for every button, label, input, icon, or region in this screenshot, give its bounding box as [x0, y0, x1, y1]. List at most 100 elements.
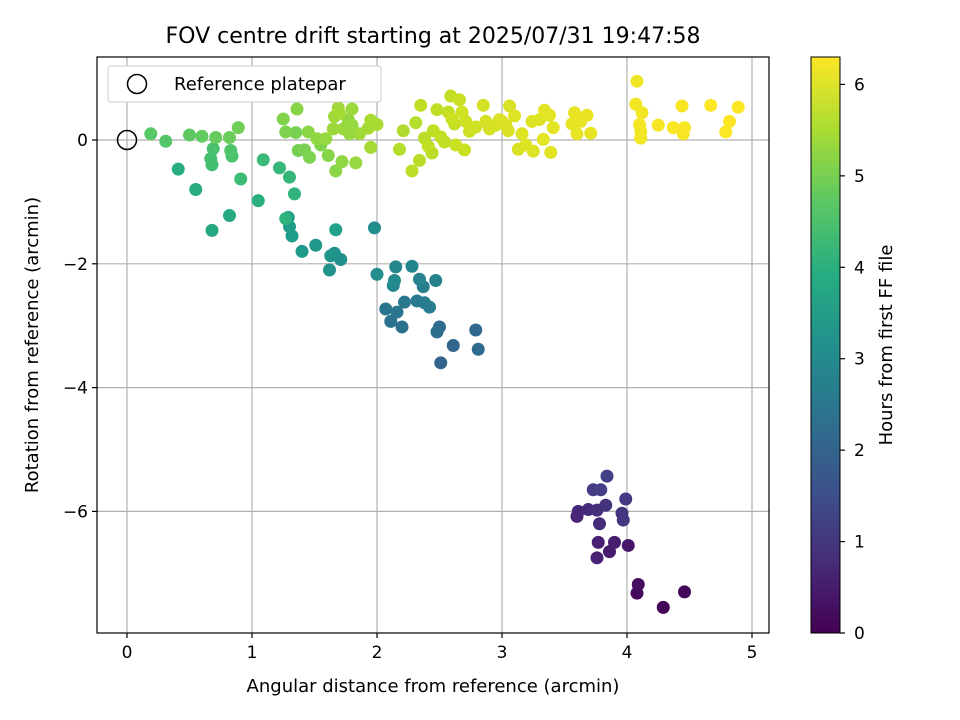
scatter-point	[508, 109, 521, 123]
x-axis-ticks: 0 1 2 3 4 5	[122, 633, 757, 663]
colorbar-tick-label: 1	[854, 533, 865, 553]
scatter-point	[295, 244, 309, 258]
scatter-point	[544, 145, 558, 159]
colorbar-label: Hours from first FF file	[876, 245, 897, 446]
scatter-point	[345, 102, 359, 116]
scatter-point	[423, 300, 436, 314]
scatter-point	[159, 134, 173, 148]
scatter-point	[621, 538, 635, 552]
colorbar	[810, 56, 841, 634]
scatter-point	[379, 302, 393, 316]
legend-marker-icon	[126, 73, 148, 95]
scatter-point	[445, 112, 459, 126]
scatter-point	[619, 492, 633, 506]
chart-title: FOV centre drift starting at 2025/07/31 …	[166, 24, 701, 49]
scatter-point	[651, 118, 665, 132]
y-tick-label: −2	[63, 255, 88, 275]
scatter-point	[704, 98, 718, 112]
scatter-point	[336, 122, 350, 136]
scatter-point	[616, 513, 630, 527]
scatter-point	[446, 339, 460, 353]
scatter-point	[223, 131, 236, 145]
scatter-point	[195, 129, 209, 143]
scatter-point	[676, 127, 690, 141]
scatter-point	[389, 260, 403, 274]
scatter-point	[476, 98, 490, 112]
scatter-point	[390, 305, 404, 319]
x-tick-label: 1	[247, 643, 258, 663]
scatter-point	[469, 120, 483, 134]
scatter-point	[251, 194, 265, 208]
scatter-point	[395, 320, 409, 334]
scatter-point	[434, 356, 448, 370]
scatter-point	[388, 274, 401, 288]
scatter-point	[656, 600, 670, 614]
scatter-point	[678, 585, 691, 599]
scatter-point	[634, 131, 648, 145]
scatter-point	[279, 125, 293, 139]
scatter-point	[398, 295, 411, 309]
colorbar-tick-label: 6	[854, 75, 865, 95]
scatter-point	[515, 127, 529, 141]
scatter-point	[429, 274, 443, 288]
colorbar-tick-label: 5	[854, 167, 865, 187]
scatter-point	[324, 249, 338, 263]
scatter-point	[594, 483, 608, 497]
scatter-point	[144, 127, 158, 141]
colorbar-ticks: 0 1 2 3 4 5 6	[840, 75, 865, 644]
scatter-point	[584, 126, 598, 140]
scatter-point	[335, 155, 349, 169]
scatter-point	[546, 121, 560, 135]
scatter-point	[301, 125, 315, 139]
scatter-point	[723, 114, 736, 128]
scatter-point	[279, 212, 293, 226]
scatter-point	[224, 144, 238, 158]
scatter-point	[231, 121, 245, 135]
scatter-point	[459, 114, 473, 128]
colorbar-tick-label: 2	[854, 441, 865, 461]
grid-lines	[97, 57, 769, 633]
scatter-point	[206, 142, 220, 156]
scatter-point	[393, 142, 406, 156]
scatter-point	[409, 116, 423, 130]
scatter-point	[204, 152, 218, 166]
scatter-point	[413, 153, 426, 167]
scatter-point	[580, 108, 594, 122]
scatter-point	[370, 267, 384, 281]
colorbar-tick-label: 0	[854, 624, 865, 644]
scatter-point	[309, 238, 323, 252]
scatter-point	[591, 535, 605, 549]
legend: Reference platepar	[107, 65, 382, 103]
scatter-point	[384, 314, 398, 328]
plot-frame	[96, 56, 770, 634]
scatter-point	[600, 469, 614, 483]
colorbar-tick-label: 4	[854, 258, 865, 278]
scatter-point	[205, 223, 219, 237]
scatter-point	[675, 99, 689, 113]
scatter-point	[593, 517, 606, 531]
scatter-point	[405, 259, 419, 273]
scatter-point	[183, 128, 196, 142]
scatter-point	[326, 122, 340, 136]
scatter-point	[223, 209, 236, 223]
scatter-point	[333, 106, 346, 120]
scatter-point	[329, 164, 343, 178]
scatter-point	[234, 172, 248, 186]
scatter-point	[430, 325, 444, 339]
scatter-point	[364, 140, 378, 154]
y-axis-label: Rotation from reference (arcmin)	[22, 197, 43, 493]
x-tick-label: 0	[122, 643, 133, 663]
colorbar-tick-label: 3	[854, 350, 865, 370]
scatter-point	[290, 102, 304, 116]
legend-box	[107, 65, 382, 103]
scatter-point	[288, 187, 301, 201]
scatter-point	[635, 106, 649, 120]
scatter-points	[116, 74, 745, 614]
scatter-point	[209, 131, 223, 145]
scatter-point	[458, 143, 471, 157]
scatter-point	[453, 93, 466, 107]
scatter-point	[283, 170, 296, 184]
reference-platepar-marker	[116, 129, 138, 151]
scatter-point	[731, 100, 745, 114]
